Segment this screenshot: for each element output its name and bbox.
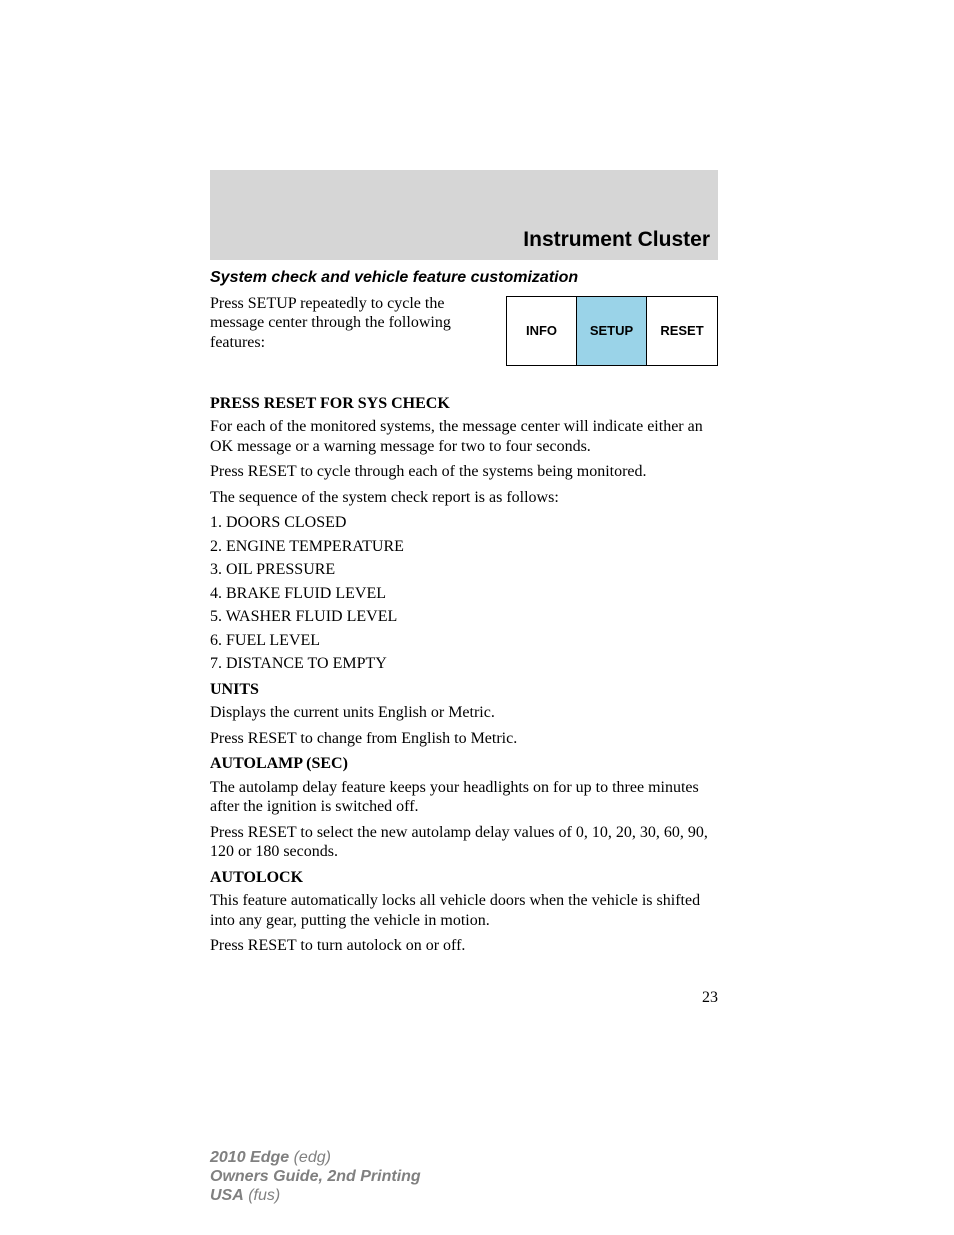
setup-button[interactable]: SETUP [577,297,647,365]
list-item: 6. FUEL LEVEL [210,631,718,651]
autolamp-p1: The autolamp delay feature keeps your he… [210,778,718,817]
reset-button[interactable]: RESET [647,297,717,365]
section-title: System check and vehicle feature customi… [210,268,718,288]
autolamp-heading: AUTOLAMP (SEC) [210,754,718,774]
sys-check-heading: PRESS RESET FOR SYS CHECK [210,394,718,414]
sys-check-p1: For each of the monitored systems, the m… [210,417,718,456]
footer-line-3: USA (fus) [210,1186,421,1205]
autolock-heading: AUTOLOCK [210,868,718,888]
intro-text: Press SETUP repeatedly to cycle the mess… [210,294,486,353]
units-heading: UNITS [210,680,718,700]
list-item: 4. BRAKE FLUID LEVEL [210,584,718,604]
list-item: 5. WASHER FLUID LEVEL [210,607,718,627]
page-number: 23 [702,988,718,1008]
info-button[interactable]: INFO [507,297,577,365]
footer-line-2: Owners Guide, 2nd Printing [210,1167,421,1186]
list-item: 2. ENGINE TEMPERATURE [210,537,718,557]
list-item: 3. OIL PRESSURE [210,560,718,580]
sys-check-p3: The sequence of the system check report … [210,488,718,508]
list-item: 7. DISTANCE TO EMPTY [210,654,718,674]
page-content: System check and vehicle feature customi… [210,268,718,962]
button-panel: INFO SETUP RESET [506,296,718,366]
autolock-p2: Press RESET to turn autolock on or off. [210,936,718,956]
units-p2: Press RESET to change from English to Me… [210,729,718,749]
sys-check-p2: Press RESET to cycle through each of the… [210,462,718,482]
header-bar: Instrument Cluster [210,170,718,260]
footer: 2010 Edge (edg) Owners Guide, 2nd Printi… [210,1148,421,1206]
list-item: 1. DOORS CLOSED [210,513,718,533]
intro-row: Press SETUP repeatedly to cycle the mess… [210,294,718,366]
units-p1: Displays the current units English or Me… [210,703,718,723]
chapter-title: Instrument Cluster [523,228,710,252]
autolamp-p2: Press RESET to select the new autolamp d… [210,823,718,862]
footer-model: 2010 Edge [210,1149,289,1166]
autolock-p1: This feature automatically locks all veh… [210,891,718,930]
footer-line-1: 2010 Edge (edg) [210,1148,421,1167]
footer-region-code: (fus) [244,1187,280,1204]
footer-model-code: (edg) [289,1149,331,1166]
footer-region: USA [210,1187,244,1204]
